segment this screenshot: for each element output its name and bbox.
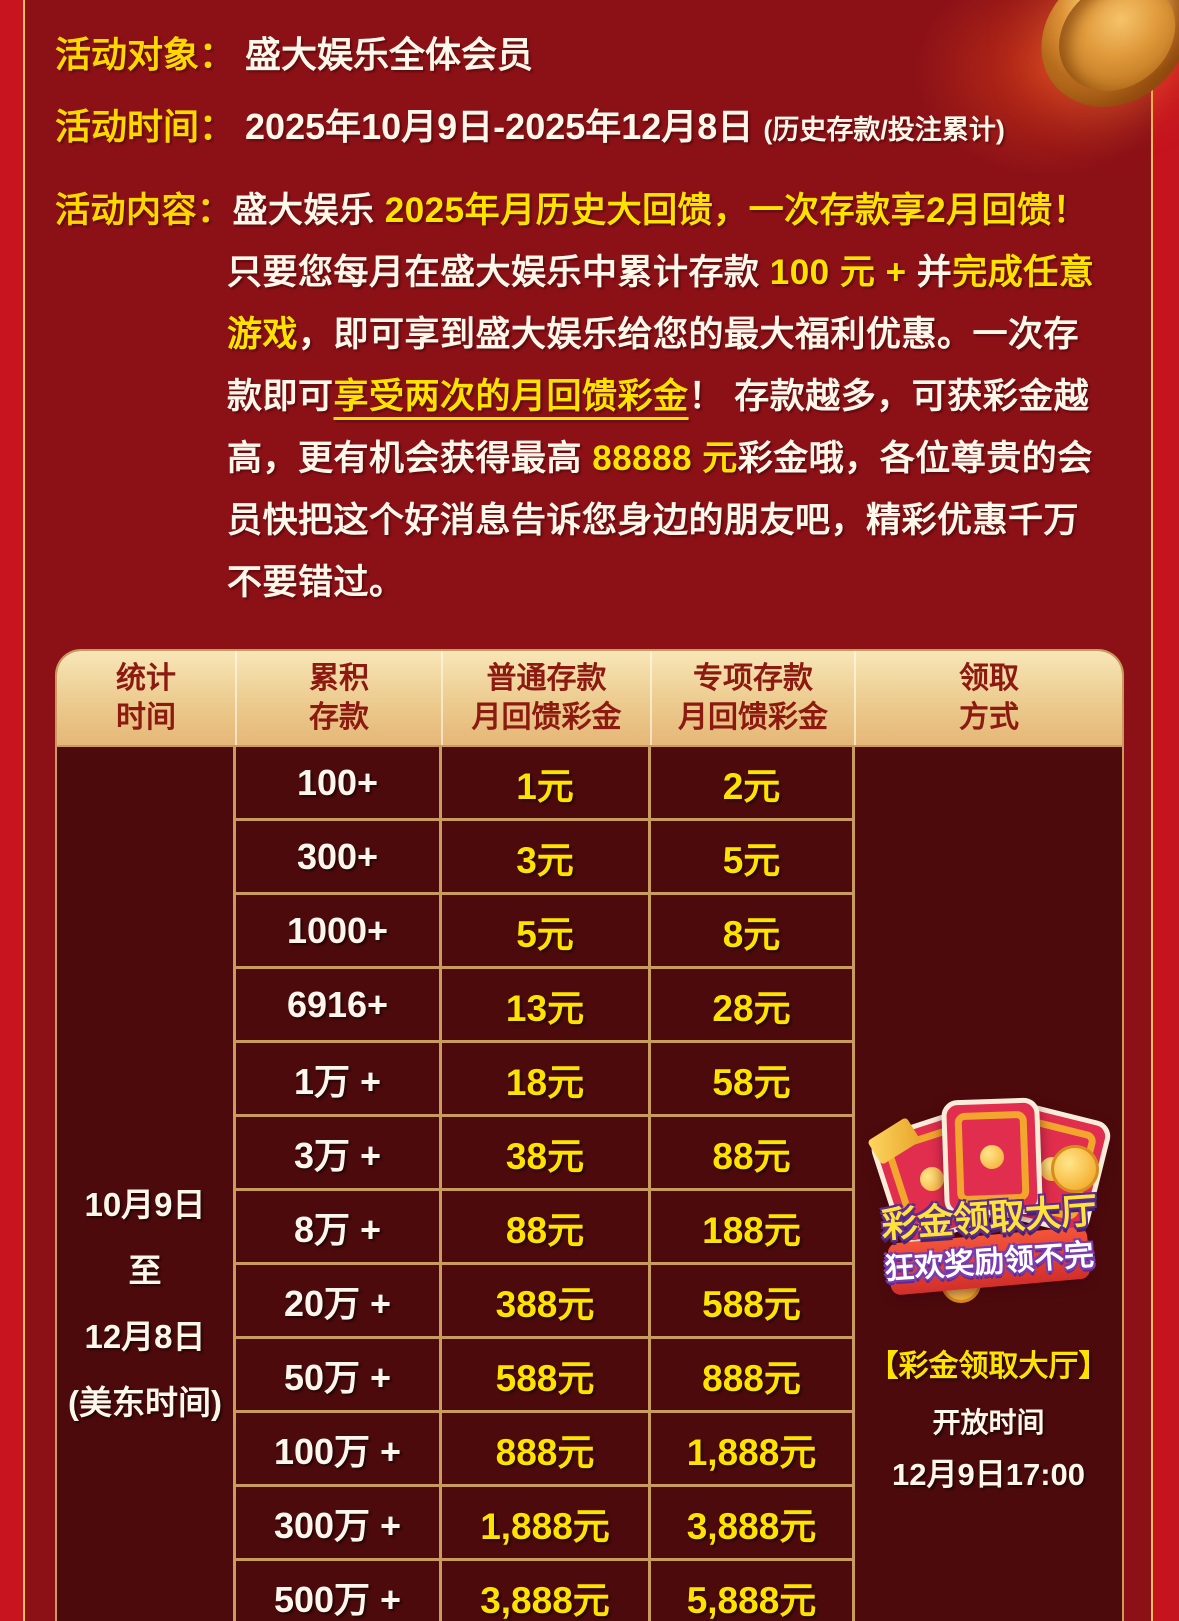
special-rebate-cell: 588元: [651, 1265, 852, 1336]
stat-period-line: (美东时间): [68, 1384, 222, 1421]
content-segment: 彩金哦，各位尊贵的会员快把这个好消息告诉您身边的朋友吧，精彩优惠千万不要错过。: [227, 439, 1093, 602]
header-accumulated-deposit: 累积 存款: [235, 651, 441, 745]
special-rebate-cell: 58元: [651, 1043, 852, 1114]
normal-rebate-cell: 1,888元: [442, 1487, 648, 1558]
deposit-tier-cell: 300万 +: [236, 1487, 439, 1558]
special-rebate-cell: 5,888元: [651, 1561, 852, 1621]
content-segment: 并: [906, 253, 953, 292]
activity-content-label: 活动内容：: [55, 191, 233, 230]
deposit-tier-cell: 1万 +: [236, 1043, 439, 1114]
special-rebate-cell: 88元: [651, 1117, 852, 1188]
bonus-hall-badge[interactable]: 彩金领取大厅 狂欢奖励领不完: [863, 1087, 1115, 1317]
special-rebate-cell: 5元: [651, 821, 852, 892]
open-time-label: 开放时间: [932, 1407, 1045, 1438]
stat-period-line: 10月9日: [84, 1186, 206, 1223]
normal-rebate-cell: 388元: [442, 1265, 648, 1336]
special-rebate-cell: 2元: [651, 747, 852, 818]
content-segment: 完成任意游戏: [227, 253, 1095, 354]
normal-rebate-cell: 3元: [442, 821, 648, 892]
deposit-tier-cell: 100+: [236, 747, 439, 818]
header-claim-method: 领取 方式: [854, 651, 1122, 745]
normal-rebate-cell: 5元: [442, 895, 648, 966]
normal-rebate-cell: 13元: [442, 969, 648, 1040]
stat-period-line: 12月8日: [84, 1318, 206, 1355]
special-rebate-cell: 3,888元: [651, 1487, 852, 1558]
claim-method-cell: 彩金领取大厅 狂欢奖励领不完 【彩金领取大厅】 开放时间 12月9日17:00: [855, 747, 1122, 1621]
special-rebate-cell: 8元: [651, 895, 852, 966]
deposit-tier-cell: 3万 +: [236, 1117, 439, 1188]
special-rebate-cell: 28元: [651, 969, 852, 1040]
activity-target-label: 活动对象：: [55, 34, 236, 75]
gold-coin-icon: [1050, 1145, 1099, 1193]
deposit-tier-cell: 8万 +: [236, 1191, 439, 1262]
activity-time-label: 活动时间：: [55, 106, 236, 147]
deposit-tier-cell: 1000+: [236, 895, 439, 966]
normal-rebate-cell: 18元: [442, 1043, 648, 1114]
deposit-tier-cell: 300+: [236, 821, 439, 892]
normal-rebate-cell: 888元: [442, 1413, 648, 1484]
stat-period-line: 至: [128, 1252, 162, 1289]
deposit-tier-cell: 500万 +: [236, 1561, 439, 1621]
activity-content-text: 盛大娱乐 2025年月历史大回馈，一次存款享2月回馈！ 只要您每月在盛大娱乐中累计…: [227, 191, 1094, 602]
activity-time-note: (历史存款/投注累计): [763, 115, 1005, 145]
content-segment: ！ 存款越多，可获彩金越高，更有机会获得最高: [227, 377, 1090, 478]
content-segment: 盛大娱乐: [232, 191, 385, 230]
content-segment: 享受两次的月回馈彩金: [333, 377, 689, 416]
normal-rebate-cell: 588元: [442, 1339, 648, 1410]
special-rebate-cell: 888元: [651, 1339, 852, 1410]
hall-name: 【彩金领取大厅】: [868, 1350, 1109, 1383]
stat-period-cell: 10月9日 至 12月8日 (美东时间): [57, 747, 233, 1621]
table-header-row: 统计 时间 累积 存款 普通存款 月回馈彩金 专项存款 月回馈彩金 领取 方式: [57, 651, 1122, 747]
table-body: 10月9日 至 12月8日 (美东时间) 彩金领取大厅 狂欢奖励领不完 【彩金领…: [57, 747, 1122, 1621]
special-rebate-cell: 188元: [651, 1191, 852, 1262]
header-normal-deposit-rebate: 普通存款 月回馈彩金: [441, 651, 650, 745]
header-special-deposit-rebate: 专项存款 月回馈彩金: [650, 651, 854, 745]
activity-target-value: 盛大娱乐全体会员: [245, 34, 534, 75]
left-gold-border: [23, 0, 25, 1621]
content-segment: 2025年月历史大回馈，一次存款享2月回馈！: [384, 191, 1089, 230]
activity-target-row: 活动对象： 盛大娱乐全体会员: [55, 26, 533, 78]
deposit-tier-cell: 100万 +: [236, 1413, 439, 1484]
content-segment: 100 元 +: [769, 253, 907, 292]
open-time-value: 12月9日17:00: [891, 1457, 1085, 1492]
header-stat-time: 统计 时间: [116, 662, 176, 734]
deposit-tier-cell: 6916+: [236, 969, 439, 1040]
normal-rebate-cell: 38元: [442, 1117, 648, 1188]
activity-content-paragraph: 活动内容：盛大娱乐 2025年月历史大回馈，一次存款享2月回馈！ 只要您每月在盛大…: [55, 180, 1097, 614]
deposit-tier-cell: 20万 +: [236, 1265, 439, 1336]
deposit-tier-cell: 50万 +: [236, 1339, 439, 1410]
normal-rebate-cell: 88元: [442, 1191, 648, 1262]
normal-rebate-cell: 3,888元: [442, 1561, 648, 1621]
right-gold-border: [1151, 0, 1153, 1621]
activity-time-value: 2025年10月9日-2025年12月8日: [245, 106, 754, 147]
content-segment: ，即可享到盛大娱乐给您的最大福利优惠。一次存款即可: [227, 315, 1080, 416]
normal-rebate-cell: 1元: [442, 747, 648, 818]
activity-time-row: 活动时间： 2025年10月9日-2025年12月8日 (历史存款/投注累计): [55, 98, 1005, 150]
content-segment: 只要您每月在盛大娱乐中累计存款: [227, 253, 770, 292]
rebate-table: 统计 时间 累积 存款 普通存款 月回馈彩金 专项存款 月回馈彩金 领取 方式 …: [55, 649, 1124, 1621]
special-rebate-cell: 1,888元: [651, 1413, 852, 1484]
content-segment: 88888 元: [592, 439, 738, 478]
